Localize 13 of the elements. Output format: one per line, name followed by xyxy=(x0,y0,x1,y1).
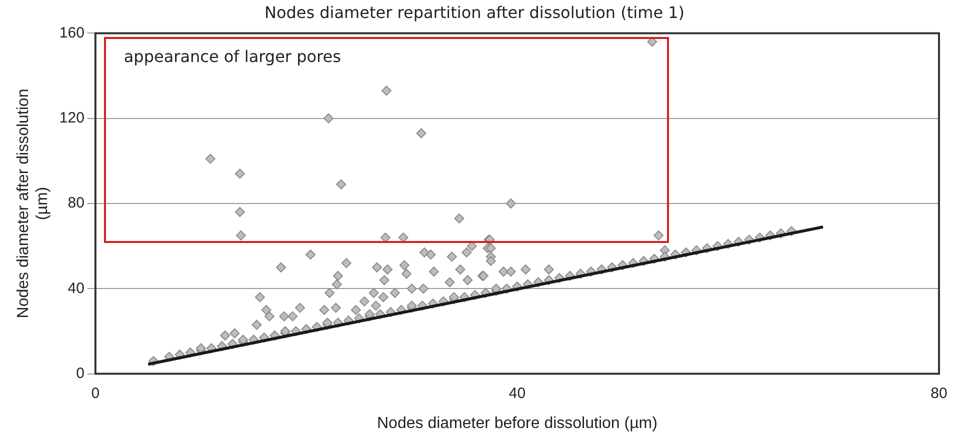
chart-title: Nodes diameter repartition after dissolution (time 1) xyxy=(264,2,685,22)
y-tick-label: 0 xyxy=(76,364,84,382)
outline-box: appearance of larger pores xyxy=(104,36,670,243)
y-tick-label: 160 xyxy=(59,24,84,42)
y-tick-label: 40 xyxy=(68,280,84,297)
y-tick-label: 80 xyxy=(68,194,84,212)
y-tick-label: 120 xyxy=(59,109,84,126)
x-tick-label: 80 xyxy=(930,384,948,402)
annotation: appearance of larger pores xyxy=(124,46,341,66)
x-axis-title: Nodes diameter before dissolution (µm) xyxy=(376,414,658,432)
x-tick-label: 40 xyxy=(508,384,526,402)
x-tick-label: 0 xyxy=(91,384,100,402)
y-axis-title: Nodes diameter after dissolution (µm) xyxy=(15,88,52,318)
